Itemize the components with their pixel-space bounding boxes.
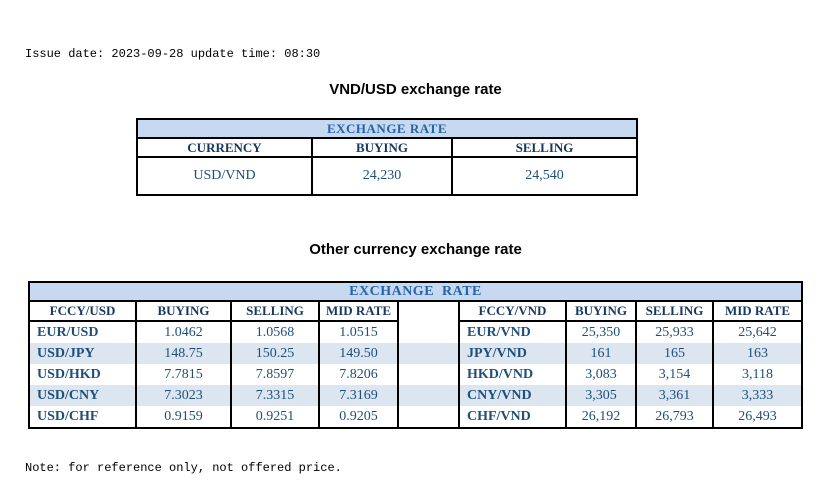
currency-pair-cell: CNY/VND [458,385,567,406]
selling-rate-cell: 7.3315 [230,385,320,406]
note-text: Note: for reference only, not offered pr… [25,461,342,475]
col-header-buying-usd: BUYING [135,300,232,322]
buying-rate-cell: 26,192 [565,406,637,428]
col-header-fccy-usd: FCCY/USD [28,300,137,322]
col-header-currency: CURRENCY [136,137,313,158]
selling-rate-cell: 24,540 [450,157,639,195]
col-header-selling-usd: SELLING [230,300,320,322]
mid-rate-cell: 3,333 [711,385,804,406]
mid-rate-cell: 7.8206 [318,364,399,385]
spacer-cell [397,406,460,428]
mid-rate-cell: 26,493 [711,406,804,428]
table-row: EUR/USD 1.0462 1.0568 1.0515 EUR/VND 25,… [28,321,804,343]
spacer-cell [397,321,460,343]
selling-rate-cell: 3,361 [635,385,714,406]
selling-rate-cell: 0.9251 [230,406,320,428]
mid-rate-cell: 1.0515 [318,321,399,343]
col-header-selling: SELLING [450,137,639,158]
table-row: USD/HKD 7.7815 7.8597 7.8206 HKD/VND 3,0… [28,364,804,385]
buying-rate-cell: 1.0462 [135,321,232,343]
selling-rate-cell: 7.8597 [230,364,320,385]
currency-pair-cell: USD/HKD [28,364,137,385]
col-header-midrate-vnd: MID RATE [711,300,804,322]
spacer-cell [397,385,460,406]
buying-rate-cell: 7.3023 [135,385,232,406]
mid-rate-cell: 25,642 [711,321,804,343]
currency-pair-cell: USD/JPY [28,343,137,364]
selling-rate-cell: 150.25 [230,343,320,364]
mid-rate-cell: 7.3169 [318,385,399,406]
selling-rate-cell: 165 [635,343,714,364]
usd-table-title: VND/USD exchange rate [329,81,502,98]
currency-pair-cell: CHF/VND [458,406,567,428]
buying-rate-cell: 7.7815 [135,364,232,385]
usd-vnd-rate-table: EXCHANGE RATE CURRENCY BUYING SELLING US… [135,118,639,196]
buying-rate-cell: 3,083 [565,364,637,385]
col-header-midrate-usd: MID RATE [318,300,399,322]
issue-date-text: Issue date: 2023-09-28 update time: 08:3… [25,47,321,61]
selling-rate-cell: 26,793 [635,406,714,428]
buying-rate-cell: 24,230 [311,157,453,195]
table-row: USD/CHF 0.9159 0.9251 0.9205 CHF/VND 26,… [28,406,804,428]
selling-rate-cell: 3,154 [635,364,714,385]
buying-rate-cell: 161 [565,343,637,364]
exchange-rate-band: EXCHANGE RATE [27,281,804,302]
other-currency-rate-table: EXCHANGE RATE FCCY/USD BUYING SELLING MI… [27,281,804,429]
buying-rate-cell: 0.9159 [135,406,232,428]
selling-rate-cell: 1.0568 [230,321,320,343]
col-header-selling-vnd: SELLING [635,300,714,322]
buying-rate-cell: 25,350 [565,321,637,343]
currency-pair-cell: HKD/VND [458,364,567,385]
spacer-cell [397,343,460,364]
exchange-rate-band: EXCHANGE RATE [135,118,639,139]
other-table-title: Other currency exchange rate [309,241,522,258]
spacer-cell [397,364,460,385]
buying-rate-cell: 148.75 [135,343,232,364]
spacer-cell [397,300,460,321]
col-header-buying: BUYING [311,137,453,158]
table-row: USD/CNY 7.3023 7.3315 7.3169 CNY/VND 3,3… [28,385,804,406]
currency-pair-cell: USD/CNY [28,385,137,406]
currency-pair-cell: EUR/USD [28,321,137,343]
mid-rate-cell: 0.9205 [318,406,399,428]
col-header-fccy-vnd: FCCY/VND [458,300,567,322]
currency-pair-cell: USD/VND [136,157,313,195]
currency-pair-cell: USD/CHF [28,406,137,428]
col-header-buying-vnd: BUYING [565,300,637,322]
buying-rate-cell: 3,305 [565,385,637,406]
currency-pair-cell: EUR/VND [458,321,567,343]
mid-rate-cell: 163 [711,343,804,364]
selling-rate-cell: 25,933 [635,321,714,343]
mid-rate-cell: 149.50 [318,343,399,364]
table-row: USD/JPY 148.75 150.25 149.50 JPY/VND 161… [28,343,804,364]
mid-rate-cell: 3,118 [711,364,804,385]
currency-pair-cell: JPY/VND [458,343,567,364]
